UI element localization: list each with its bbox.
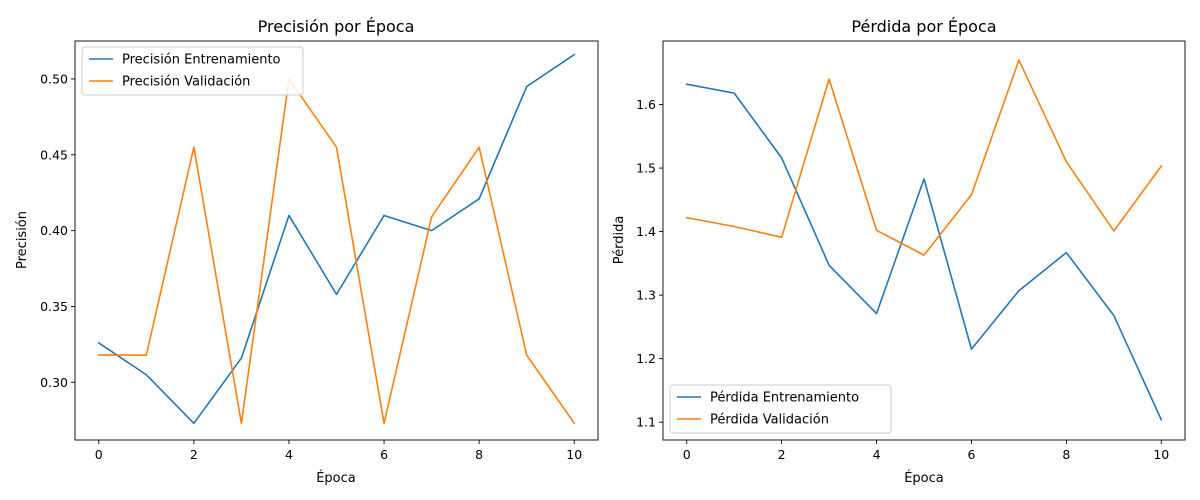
- y-tick-label: 1.1: [636, 415, 656, 430]
- x-axis-label: Época: [904, 470, 944, 486]
- legend-label-validation: Pérdida Validación: [710, 413, 829, 428]
- series-line-train: [685, 83, 1163, 421]
- series-line-train: [97, 53, 576, 425]
- legend-label-train: Pérdida Entrenamiento: [710, 391, 859, 406]
- x-tick-label: 2: [190, 447, 198, 462]
- legend-box: [669, 384, 892, 434]
- x-tick-label: 6: [967, 447, 975, 462]
- chart-title: Precisión por Época: [258, 17, 415, 36]
- legend-box: [81, 46, 304, 96]
- x-axis-label: Época: [316, 470, 356, 486]
- x-tick-label: 4: [873, 447, 881, 462]
- legend-label-train: Precisión Entrenamiento: [122, 53, 281, 68]
- y-tick-label: 1.5: [636, 161, 656, 176]
- y-tick-label: 0.35: [40, 299, 68, 314]
- loss-chart: Pérdida por Época Época Pérdida 0 2 4 6 8 10 1…: [612, 17, 1186, 486]
- x-tick-label: 8: [1062, 447, 1070, 462]
- x-tick-label: 10: [1153, 447, 1169, 462]
- y-tick-label: 0.50: [40, 71, 68, 86]
- y-tick-label: 0.40: [40, 223, 68, 238]
- series-line-validation: [685, 59, 1163, 256]
- x-tick-label: 6: [380, 447, 388, 462]
- plot-frame: [662, 40, 1186, 441]
- x-tick-label: 4: [285, 447, 293, 462]
- y-axis-label: Precisión: [15, 211, 30, 269]
- y-axis-label: Pérdida: [612, 216, 627, 265]
- chart-title: Pérdida por Época: [851, 17, 996, 36]
- legend: Precisión Entrenamiento Precisión Validac…: [81, 46, 304, 96]
- y-tick-label: 1.6: [636, 97, 656, 112]
- y-tick-label: 1.4: [636, 224, 656, 239]
- x-tick-label: 8: [475, 447, 483, 462]
- x-tick-label: 0: [95, 447, 103, 462]
- x-tick-label: 0: [683, 447, 691, 462]
- y-tick-label: 1.2: [636, 351, 656, 366]
- legend: Pérdida Entrenamiento Pérdida Validación: [669, 384, 892, 434]
- y-tick-label: 1.3: [636, 288, 656, 303]
- y-tick-label: 0.45: [40, 147, 68, 162]
- series-line-validation: [97, 78, 576, 425]
- y-tick-label: 0.30: [40, 375, 68, 390]
- legend-label-validation: Precisión Validación: [122, 75, 250, 90]
- accuracy-chart: Precisión por Época Época Precisión 0 2 4 6…: [15, 17, 599, 486]
- plot-frame: [74, 40, 599, 441]
- x-tick-label: 10: [566, 447, 582, 462]
- x-tick-label: 2: [778, 447, 786, 462]
